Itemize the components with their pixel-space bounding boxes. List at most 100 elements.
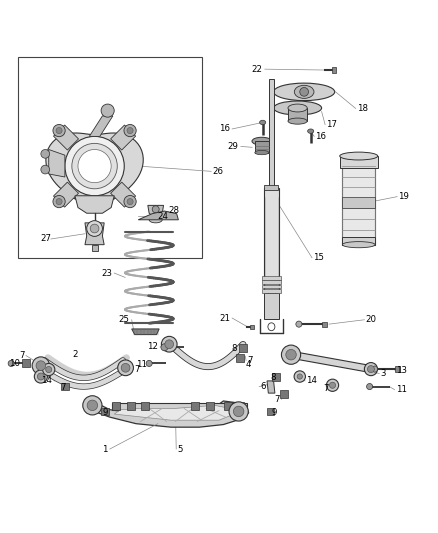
Circle shape	[294, 371, 305, 382]
Bar	[92, 245, 98, 251]
Circle shape	[41, 149, 49, 158]
Text: 3: 3	[381, 369, 386, 378]
Text: 14: 14	[41, 376, 52, 385]
Bar	[61, 383, 69, 391]
Circle shape	[297, 374, 302, 379]
Bar	[340, 156, 378, 168]
Text: 25: 25	[119, 315, 130, 324]
Circle shape	[118, 360, 134, 376]
Circle shape	[65, 136, 124, 196]
Circle shape	[233, 406, 244, 417]
Text: 16: 16	[219, 125, 230, 133]
Polygon shape	[53, 125, 78, 150]
Circle shape	[36, 361, 46, 370]
Circle shape	[101, 104, 114, 117]
Text: 23: 23	[101, 269, 112, 278]
Circle shape	[53, 125, 65, 136]
Text: 7: 7	[134, 365, 139, 374]
Ellipse shape	[149, 217, 162, 223]
Circle shape	[161, 336, 177, 352]
Circle shape	[34, 370, 47, 383]
Text: 24: 24	[158, 212, 169, 221]
Bar	[101, 408, 109, 415]
Text: 7: 7	[324, 384, 329, 393]
Bar	[141, 402, 149, 410]
Text: 29: 29	[228, 142, 239, 151]
Bar	[264, 188, 279, 293]
Circle shape	[90, 224, 99, 233]
Circle shape	[8, 360, 14, 367]
Polygon shape	[46, 133, 143, 205]
Circle shape	[121, 364, 130, 372]
Polygon shape	[111, 125, 136, 150]
Ellipse shape	[343, 241, 375, 248]
Bar	[395, 367, 400, 372]
Ellipse shape	[274, 101, 321, 115]
Bar	[264, 293, 279, 319]
Ellipse shape	[307, 129, 314, 133]
Text: 26: 26	[212, 167, 223, 176]
Circle shape	[78, 149, 111, 183]
Text: 7: 7	[275, 395, 280, 404]
Circle shape	[127, 127, 133, 134]
Circle shape	[72, 143, 117, 189]
Polygon shape	[114, 405, 232, 420]
Polygon shape	[148, 205, 163, 216]
Bar	[236, 402, 244, 410]
Circle shape	[83, 395, 102, 415]
Ellipse shape	[268, 323, 275, 330]
Circle shape	[152, 206, 159, 213]
Circle shape	[124, 196, 136, 208]
Ellipse shape	[288, 104, 307, 112]
Text: 20: 20	[365, 315, 376, 324]
Polygon shape	[138, 211, 178, 220]
Bar	[262, 289, 281, 293]
Bar	[127, 402, 135, 410]
Polygon shape	[111, 182, 136, 207]
Bar	[262, 285, 281, 288]
Circle shape	[56, 127, 62, 134]
Text: 10: 10	[9, 359, 20, 368]
Text: 7: 7	[19, 351, 25, 360]
Ellipse shape	[372, 366, 378, 372]
Text: 4: 4	[245, 360, 251, 369]
Bar	[262, 276, 281, 280]
Circle shape	[326, 379, 339, 391]
Circle shape	[41, 165, 49, 174]
Text: 8: 8	[270, 373, 276, 382]
Ellipse shape	[255, 150, 269, 155]
Polygon shape	[290, 351, 371, 373]
Circle shape	[124, 125, 136, 136]
Text: 9: 9	[102, 408, 108, 417]
Polygon shape	[53, 182, 78, 207]
Circle shape	[56, 198, 62, 205]
Bar	[18, 57, 201, 258]
Ellipse shape	[260, 120, 266, 125]
Bar	[343, 157, 375, 245]
Circle shape	[229, 402, 248, 421]
Circle shape	[46, 367, 52, 373]
Polygon shape	[267, 381, 275, 393]
Circle shape	[286, 350, 296, 360]
Text: 13: 13	[396, 366, 407, 375]
Bar	[272, 374, 280, 381]
Circle shape	[32, 357, 49, 374]
Bar	[22, 359, 30, 367]
Text: 16: 16	[315, 132, 326, 141]
Bar	[236, 354, 244, 362]
Text: 11: 11	[136, 360, 147, 369]
Circle shape	[53, 196, 65, 208]
Bar	[332, 67, 336, 72]
Circle shape	[165, 340, 173, 349]
Ellipse shape	[294, 85, 314, 99]
Text: 21: 21	[219, 313, 230, 322]
Bar	[267, 408, 275, 415]
Ellipse shape	[296, 321, 302, 327]
Text: 12: 12	[147, 342, 158, 351]
Text: 15: 15	[313, 253, 324, 262]
Bar	[224, 402, 232, 410]
Bar	[269, 79, 274, 188]
Text: 18: 18	[357, 104, 367, 113]
Bar	[280, 391, 288, 398]
Polygon shape	[89, 116, 113, 136]
